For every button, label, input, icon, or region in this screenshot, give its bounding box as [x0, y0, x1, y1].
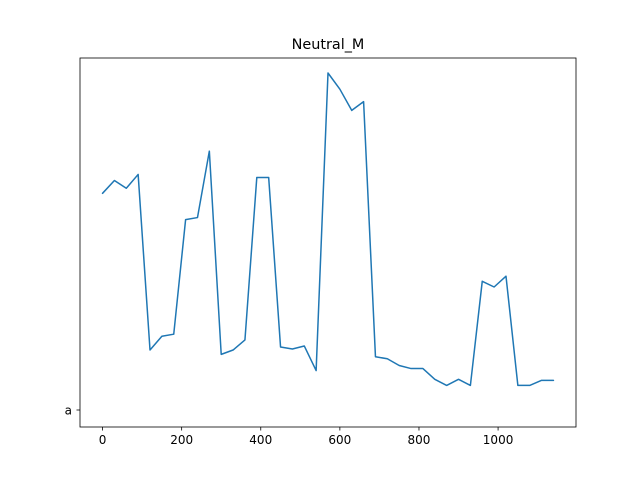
x-tick-label: 200 — [170, 433, 193, 447]
x-tick-label: 600 — [328, 433, 351, 447]
series-line — [101, 72, 555, 387]
x-tick-label: 800 — [408, 433, 431, 447]
chart-title: Neutral_M — [292, 37, 365, 53]
x-tick-label: 400 — [249, 433, 272, 447]
x-tick-label: 0 — [99, 433, 107, 447]
y-axis-ticks: a — [65, 404, 80, 418]
plot-frame — [79, 57, 577, 428]
x-tick-label: 1000 — [483, 433, 514, 447]
y-tick-label: a — [65, 404, 72, 418]
x-axis-ticks: 0 200 400 600 800 1000 — [99, 427, 514, 447]
